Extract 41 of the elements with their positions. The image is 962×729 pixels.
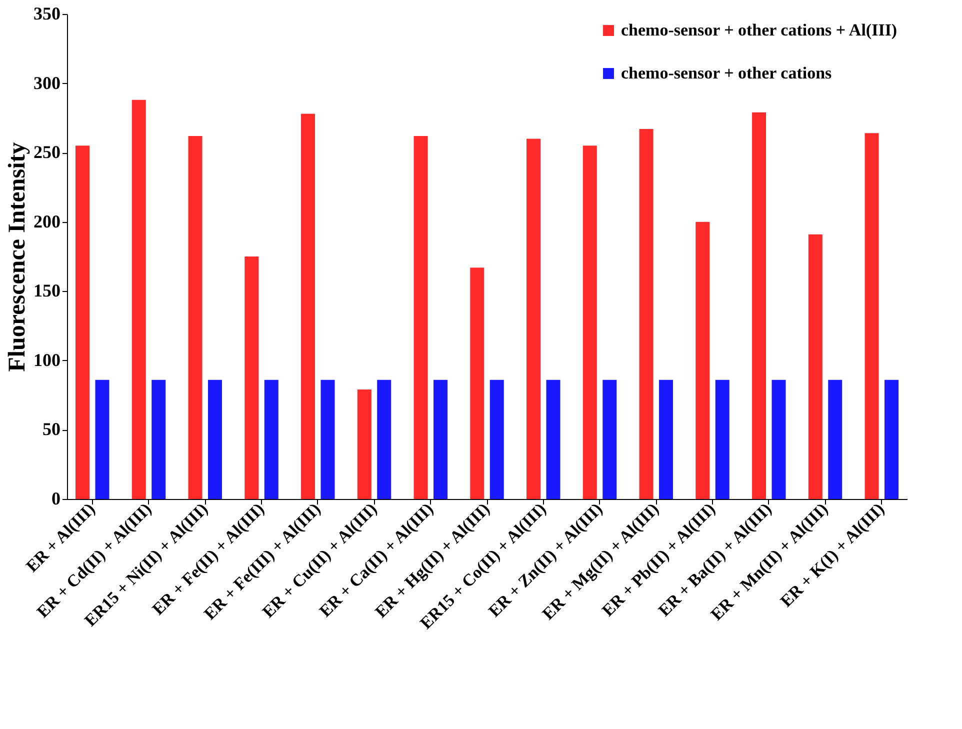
bar — [864, 133, 879, 499]
bar — [470, 268, 484, 499]
bar — [433, 380, 448, 499]
bar — [658, 380, 673, 499]
bar — [95, 380, 110, 499]
bar — [76, 146, 90, 499]
bar — [152, 380, 166, 499]
bar — [490, 380, 504, 499]
bar — [244, 256, 259, 499]
bar — [808, 234, 822, 499]
bar — [357, 390, 372, 499]
bar — [752, 112, 766, 499]
y-tick-label: 100 — [34, 350, 60, 370]
y-tick-label: 300 — [34, 72, 60, 93]
bar — [639, 129, 654, 499]
legend-label: chemo-sensor + other cations + Al(III) — [621, 20, 898, 40]
bar — [828, 380, 842, 499]
bar — [582, 146, 597, 499]
y-tick-label: 150 — [34, 280, 60, 301]
bar — [208, 380, 222, 499]
bar — [188, 136, 202, 499]
y-tick-label: 250 — [34, 142, 60, 162]
bar — [772, 380, 786, 499]
legend-label: chemo-sensor + other cations — [621, 64, 832, 82]
y-tick-label: 50 — [42, 419, 60, 440]
bar — [546, 380, 560, 499]
bar — [320, 380, 335, 499]
bar — [264, 380, 278, 499]
y-axis-title: Fluorescence Intensity — [4, 142, 30, 372]
bar — [696, 222, 710, 499]
bar — [132, 100, 146, 499]
bar — [602, 380, 617, 499]
bar — [715, 380, 730, 499]
y-tick-label: 0 — [52, 488, 60, 508]
y-tick-label: 350 — [34, 4, 60, 24]
bar — [301, 114, 316, 499]
bar — [884, 380, 898, 499]
bar — [526, 138, 541, 499]
bar — [414, 136, 428, 499]
bar — [377, 380, 392, 499]
y-tick-label: 200 — [34, 211, 60, 232]
